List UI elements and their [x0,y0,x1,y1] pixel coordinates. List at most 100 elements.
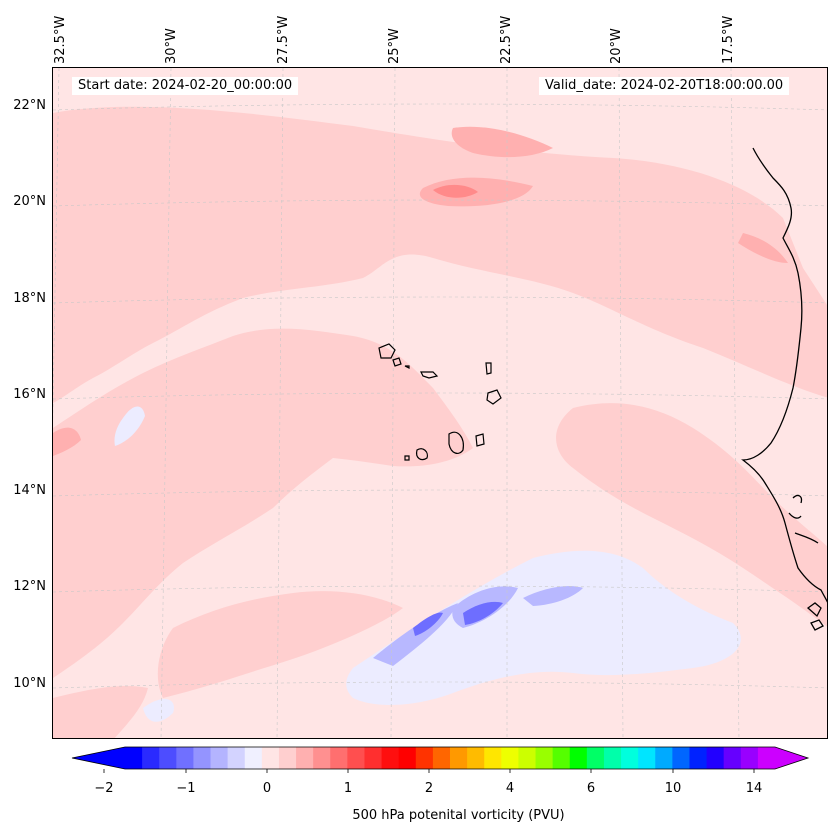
colorbar-segment [381,747,400,769]
colorbar-segment [125,747,143,769]
grid-lat-12n [53,585,827,593]
pv-field [53,68,827,738]
island-sao-vicente [392,357,402,367]
cb-tick-minus2: −2 [94,781,114,796]
pv-band-east [556,403,827,627]
cb-tick-1: 1 [343,781,353,796]
bissau-islands [806,602,824,631]
colorbar-segment [244,747,263,769]
cb-tick-14: 14 [745,781,763,796]
pv-core-20n [433,184,478,198]
colorbar-segment [347,747,366,769]
colorbar-extend-max [775,747,808,769]
colorbar-segment [740,747,759,769]
island-santo-antao [378,343,396,359]
colorbar-segment [364,747,383,769]
island-maio [475,433,485,447]
island-boa-vista [486,389,502,405]
cb-tick-4: 4 [505,781,515,796]
colorbar-segment [603,747,622,769]
cb-tick-minus1: −1 [176,781,196,796]
colorbar-segment [398,747,417,769]
pv-negative-southwest [143,698,174,722]
pv-streak-west [53,427,81,456]
colorbar-segment [176,747,195,769]
map-panel[interactable] [52,67,828,739]
grid-lat-20n [53,199,827,207]
valid-date-label: Valid_date: 2024-02-20T18:00:00.00 [539,77,790,95]
colorbar-segment [467,747,485,769]
pv-streak-north [451,126,553,158]
pv-streak-northeast [738,233,788,263]
colorbar-segment [432,747,451,769]
colorbar-segment [193,747,212,769]
pv-negative-contours [114,406,741,722]
pv-light-contours [53,106,827,738]
lat-label-18n: 18°N [13,291,46,306]
island-santiago [448,431,464,454]
colorbar-outline [71,746,810,770]
pv-band-southwest [53,686,148,738]
colorbar-label: 500 hPa potenital vorticity (PVU) [352,808,565,823]
lat-label-16n: 16°N [13,387,46,402]
africa-coast [741,147,827,603]
colorbar-segment [450,747,468,769]
pv-negative-medium-3 [523,586,583,606]
cb-tick-0: 0 [262,781,272,796]
colorbar-segment [330,747,348,769]
island-sal [485,362,492,375]
pv-negative-strong-2 [463,601,503,625]
grid-lat-10n [53,681,827,689]
colorbar-segment [142,747,160,769]
grid-lon-17-5w [730,68,740,738]
grid-lon-30w [160,68,172,738]
cb-tick-2: 2 [424,781,434,796]
colorbar-segment [757,747,776,769]
colorbar-segment [261,747,280,769]
colorbar-segment [159,747,177,769]
pv-band-south [157,591,403,698]
colorbar-segment [484,747,502,769]
colorbar-segment [586,747,605,769]
lat-label-20n: 20°N [13,194,46,209]
pv-negative-west [114,406,145,446]
cape-verde-islands [378,343,502,461]
grid-lon-27-5w [276,68,284,738]
pv-band-central [53,328,473,678]
colorbar-segment [655,747,673,769]
lat-label-14n: 14°N [13,483,46,498]
lat-label-12n: 12°N [13,579,46,594]
coastline [741,147,827,631]
colorbar-segment [706,747,725,769]
colorbar-segment [415,747,434,769]
africa-coast-detail [788,494,819,544]
colorbar-segment [535,747,554,769]
colorbar-segment [672,747,691,769]
pv-negative-band [346,550,741,705]
cb-tick-6: 6 [586,781,596,796]
island-santa-luzia [404,365,410,369]
colorbar-segment [723,747,742,769]
cb-tick-10: 10 [664,781,682,796]
graticule [53,68,827,738]
colorbar-segment [569,747,588,769]
start-date-label: Start date: 2024-02-20_00:00:00 [72,77,299,95]
pv-negative-strong-1 [413,612,443,636]
colorbar-segment [210,747,229,769]
lat-label-10n: 10°N [13,676,46,691]
grid-lat-16n [53,392,827,400]
colorbar-segment [689,747,708,769]
colorbar-segment [518,747,537,769]
colorbar-segment [638,747,656,769]
colorbar-segment [296,747,314,769]
island-sao-nicolau [420,371,439,379]
grid-lat-18n [53,296,827,304]
colorbar-segment [227,747,246,769]
grid-lat-14n [53,489,827,497]
colorbar-segment [552,747,571,769]
island-brava [404,455,410,461]
lat-label-22n: 22°N [13,98,46,113]
colorbar-segment [501,747,520,769]
pv-band-north [53,106,827,403]
